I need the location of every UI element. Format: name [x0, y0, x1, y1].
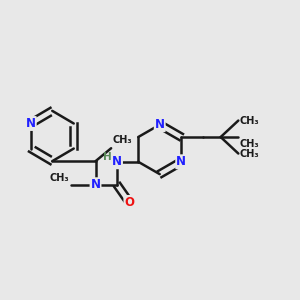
- Text: CH₃: CH₃: [112, 135, 132, 145]
- Text: CH₃: CH₃: [240, 148, 260, 158]
- Text: CH₃: CH₃: [240, 139, 260, 148]
- Text: O: O: [124, 196, 134, 209]
- Text: N: N: [176, 155, 186, 168]
- Text: N: N: [112, 155, 122, 168]
- Text: H: H: [103, 152, 112, 162]
- Text: CH₃: CH₃: [240, 116, 260, 126]
- Text: CH₃: CH₃: [50, 173, 70, 183]
- Text: N: N: [91, 178, 100, 191]
- Text: N: N: [155, 118, 165, 131]
- Text: N: N: [26, 117, 36, 130]
